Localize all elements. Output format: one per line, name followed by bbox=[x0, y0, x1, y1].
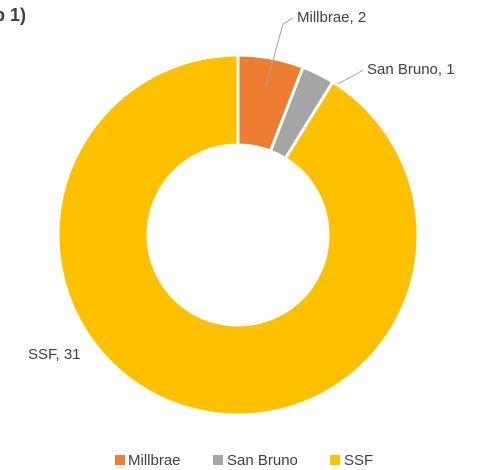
data-label: Millbrae, 2 bbox=[297, 9, 366, 26]
leader-line bbox=[265, 17, 294, 88]
legend-label: San Bruno bbox=[227, 452, 298, 469]
legend-label: SSF bbox=[344, 452, 373, 469]
legend-label: Millbrae bbox=[128, 452, 181, 469]
leader-line bbox=[304, 69, 364, 102]
legend-swatch bbox=[115, 455, 125, 465]
data-label: SSF, 31 bbox=[28, 346, 81, 363]
donut-slice bbox=[56, 53, 420, 417]
legend-swatch bbox=[213, 455, 223, 465]
data-label: San Bruno, 1 bbox=[367, 61, 455, 78]
chart-title: p 1) bbox=[0, 5, 26, 25]
legend-swatch bbox=[330, 455, 340, 465]
